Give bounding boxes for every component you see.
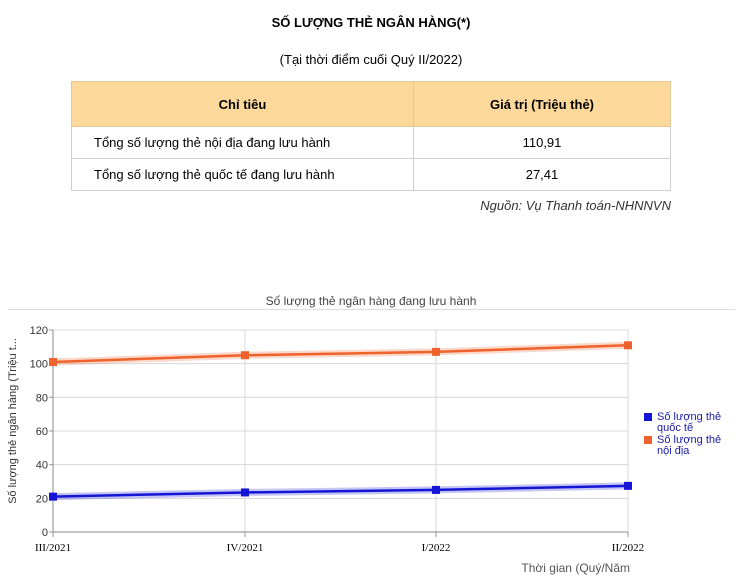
x-axis-label: Thời gian (Quý/Năm	[521, 561, 630, 575]
series-line	[52, 484, 629, 498]
series-line	[52, 344, 629, 364]
table-cell-value: 27,41	[413, 158, 671, 191]
x-tick-label: I/2022	[422, 542, 451, 554]
y-tick-label: 20	[36, 493, 48, 505]
legend-marker	[644, 436, 652, 444]
data-point	[49, 492, 57, 501]
legend-marker	[644, 413, 652, 421]
data-point	[241, 488, 249, 497]
y-axis-label: Số lượng thẻ ngân hàng (Triệu t...	[7, 338, 19, 504]
y-tick-label: 0	[42, 527, 48, 539]
source-note: Nguồn: Vụ Thanh toán-NHNNVN	[480, 198, 671, 213]
chart-divider	[8, 309, 735, 310]
x-tick-label: III/2021	[35, 542, 71, 554]
data-point	[624, 341, 632, 350]
card-stats-table: Chỉ tiêu Giá trị (Triệu thẻ) Tổng số lượ…	[71, 81, 671, 191]
data-point	[49, 357, 57, 366]
data-point	[432, 347, 440, 356]
chart-title: Số lượng thẻ ngân hàng đang lưu hành	[266, 294, 477, 308]
y-tick-label: 100	[30, 359, 48, 371]
table-header-row: Chỉ tiêu Giá trị (Triệu thẻ)	[71, 81, 671, 127]
page-title: SỐ LƯỢNG THẺ NGÂN HÀNG(*)	[271, 15, 471, 30]
column-header-value: Giá trị (Triệu thẻ)	[413, 81, 671, 127]
table-row: Tổng số lượng thẻ quốc tế đang lưu hành …	[71, 158, 671, 191]
data-point	[432, 485, 440, 494]
table-cell-value: 110,91	[413, 126, 671, 159]
y-tick-label: 40	[36, 460, 48, 472]
legend-label: Số lượng thẻ quốc tế	[657, 411, 721, 434]
table-cell-label: Tổng số lượng thẻ nội địa đang lưu hành	[71, 126, 414, 159]
legend-label: Số lượng thẻ nội địa	[657, 434, 721, 457]
x-tick-label: II/2022	[612, 542, 644, 554]
y-tick-label: 60	[36, 426, 48, 438]
y-tick-label: 80	[36, 392, 48, 404]
y-tick-label: 120	[30, 325, 48, 337]
data-point	[241, 351, 249, 360]
page-subtitle: (Tại thời điểm cuối Quý II/2022)	[279, 52, 463, 67]
x-tick-label: IV/2021	[227, 542, 264, 554]
data-point	[624, 481, 632, 490]
column-header-indicator: Chỉ tiêu	[71, 81, 414, 127]
table-row: Tổng số lượng thẻ nội địa đang lưu hành …	[71, 126, 671, 159]
table-cell-label: Tổng số lượng thẻ quốc tế đang lưu hành	[71, 158, 414, 191]
